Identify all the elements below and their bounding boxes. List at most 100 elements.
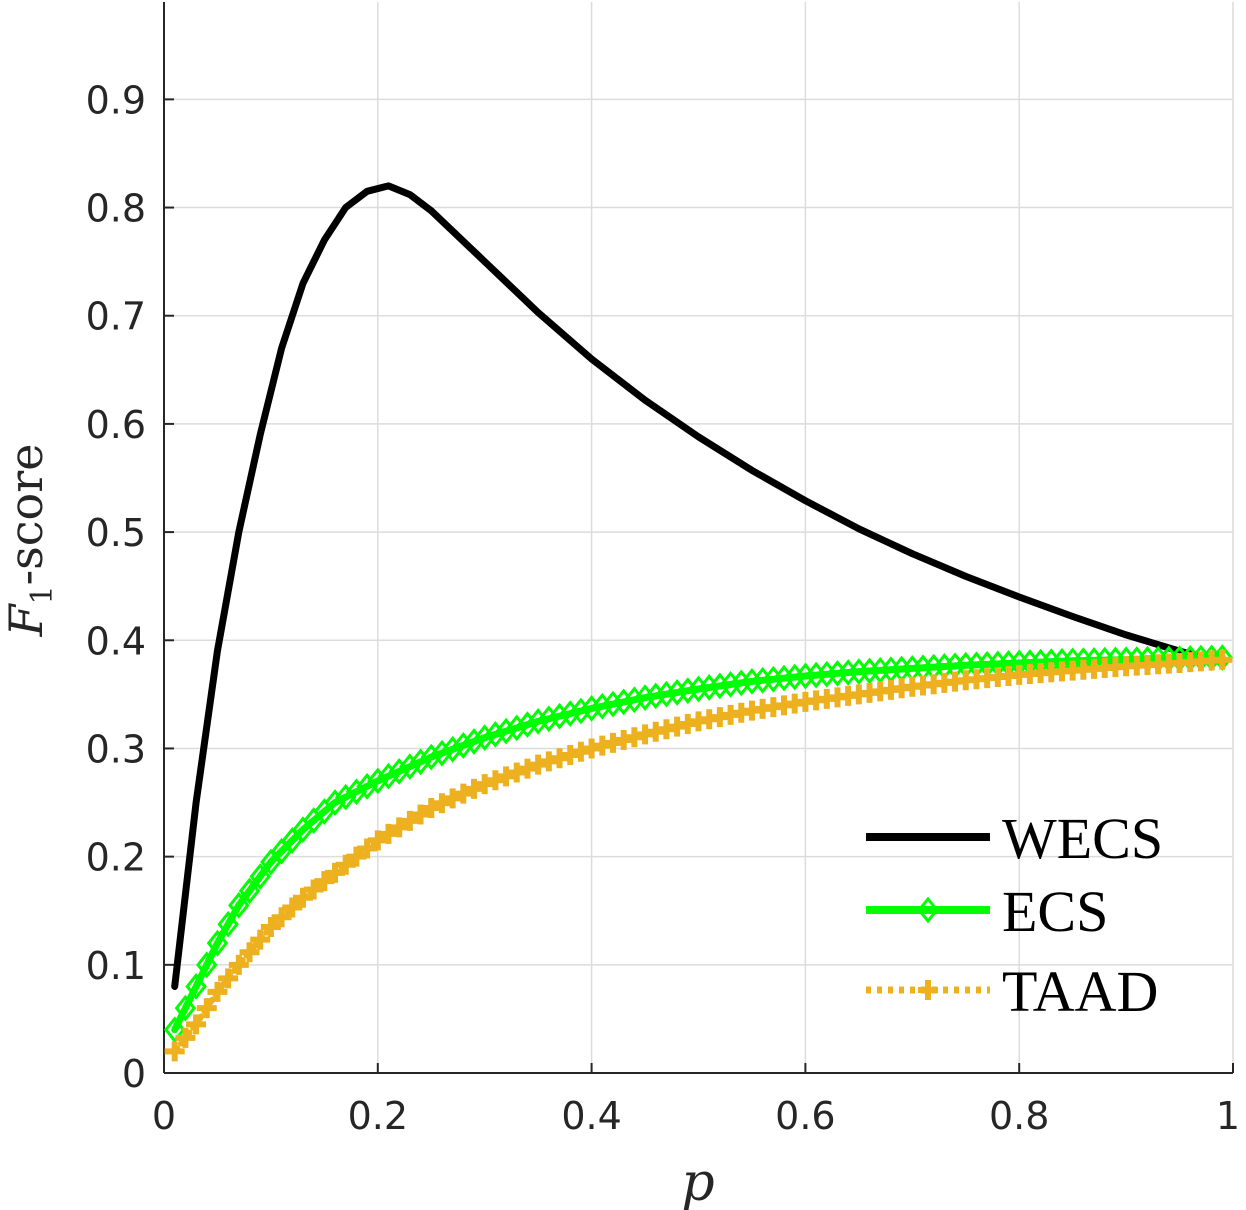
y-axis-label-suffix: -score (0, 444, 53, 586)
data-point-ecs (206, 929, 229, 957)
data-point-ecs (399, 753, 421, 781)
data-point-ecs (677, 677, 699, 705)
data-point-ecs (463, 728, 485, 755)
legend-label-wecs: WECS (1002, 806, 1163, 871)
data-point-taad (506, 762, 527, 783)
data-point-ecs (174, 994, 197, 1022)
data-point-ecs (516, 711, 539, 739)
data-point-taad (549, 748, 570, 769)
data-point-taad (271, 907, 292, 928)
x-tick-label: 0.4 (561, 1094, 621, 1138)
series-wecs (171, 182, 1205, 990)
y-tick-label: 0.7 (86, 295, 146, 339)
data-point-ecs (612, 688, 635, 716)
data-point-ecs (345, 778, 368, 806)
data-point-ecs (228, 891, 250, 919)
data-point-ecs (719, 671, 742, 698)
data-point-ecs (185, 973, 207, 1000)
legend-item-taad: TAAD (866, 959, 1158, 1024)
y-tick-label: 0.3 (86, 727, 146, 771)
y-axis-label: F1-score (0, 444, 60, 638)
data-point-taad (570, 741, 591, 762)
y-tick-label: 0.1 (86, 944, 146, 988)
data-point-ecs (538, 705, 560, 733)
data-point-taad (196, 998, 217, 1019)
data-point-ecs (388, 757, 410, 785)
data-point-ecs (356, 772, 378, 800)
data-point-ecs (452, 732, 475, 759)
data-point-ecs (698, 674, 720, 701)
data-point-taad (1212, 649, 1233, 670)
data-point-ecs (645, 682, 667, 710)
data-point-ecs (484, 720, 507, 748)
axes (163, 2, 1234, 1074)
data-point-ecs (495, 717, 517, 745)
x-tick-label: 0.6 (775, 1094, 835, 1138)
data-point-taad (250, 929, 271, 950)
x-tick-label: 0 (152, 1094, 176, 1138)
data-point-ecs (335, 783, 357, 811)
x-tick-label: 1 (1216, 1094, 1240, 1138)
y-tick-label: 0 (122, 1052, 146, 1096)
data-point-taad (474, 774, 495, 795)
data-point-ecs (687, 675, 710, 703)
data-point-taad (410, 804, 431, 825)
data-point-taad (207, 981, 228, 1002)
data-point-taad (528, 754, 549, 775)
data-point-ecs (217, 910, 239, 938)
legend-marker-taad (918, 980, 938, 1000)
data-point-ecs (367, 767, 389, 795)
data-point-ecs (580, 695, 603, 722)
data-point-taad (292, 887, 313, 908)
data-point-ecs (506, 714, 528, 742)
data-point-ecs (420, 743, 442, 771)
data-point-taad (431, 793, 452, 814)
legend-label-taad: TAAD (1002, 959, 1158, 1024)
data-point-ecs (559, 700, 581, 728)
data-point-ecs (591, 692, 614, 720)
data-point-taad (175, 1027, 196, 1048)
x-axis-label: p (681, 1153, 714, 1210)
data-point-ecs (196, 951, 218, 979)
data-point-ecs (249, 863, 271, 890)
data-point-ecs (709, 672, 731, 700)
y-axis-label-sub: 1 (25, 585, 60, 604)
data-point-ecs (377, 762, 400, 790)
data-point-taad (357, 838, 378, 859)
data-point-taad (538, 751, 559, 772)
data-point-taad (335, 854, 356, 875)
data-point-taad (228, 954, 249, 975)
legend-marker-ecs (917, 896, 939, 924)
data-point-taad (367, 830, 388, 851)
data-point-taad (464, 778, 485, 799)
data-point-taad (186, 1014, 207, 1035)
data-point-ecs (570, 697, 592, 725)
data-point-taad (453, 783, 474, 804)
data-point-taad (239, 942, 260, 963)
data-point-taad (421, 797, 442, 818)
data-point-taad (346, 846, 367, 867)
data-point-ecs (602, 690, 624, 718)
data-point-ecs (441, 735, 464, 763)
legend-item-ecs: ECS (866, 879, 1108, 944)
data-point-ecs (623, 686, 646, 714)
y-axis-label-main: F (0, 602, 53, 637)
data-point-ecs (324, 789, 346, 816)
data-point-taad (314, 871, 335, 892)
data-point-taad (399, 810, 420, 831)
x-tick-label: 0.8 (989, 1094, 1049, 1138)
legend-label-ecs: ECS (1002, 879, 1108, 944)
data-point-taad (325, 862, 346, 883)
data-point-taad (496, 766, 517, 787)
data-point-taad (389, 817, 410, 838)
data-point-ecs (730, 669, 752, 697)
y-tick-label: 0.8 (86, 187, 146, 231)
legend: WECS ECS TAAD (866, 806, 1163, 1024)
data-point-ecs (163, 1016, 186, 1044)
data-point-ecs (473, 724, 496, 752)
data-point-ecs (634, 684, 656, 712)
series-layer (163, 182, 1234, 1062)
data-point-taad (218, 968, 239, 989)
data-point-ecs (548, 702, 571, 730)
